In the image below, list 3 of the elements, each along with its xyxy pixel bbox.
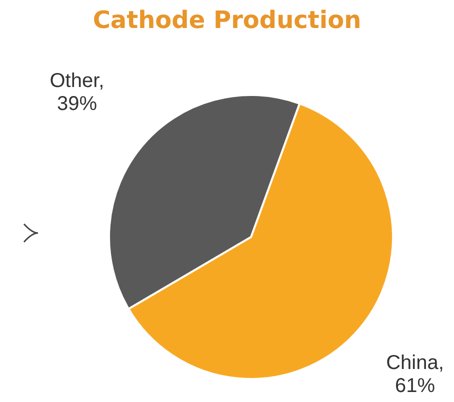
chart-title: Cathode Production (92, 6, 362, 34)
slice-label: Other, 39% (50, 70, 104, 116)
slice-label: China, 61% (386, 352, 444, 397)
